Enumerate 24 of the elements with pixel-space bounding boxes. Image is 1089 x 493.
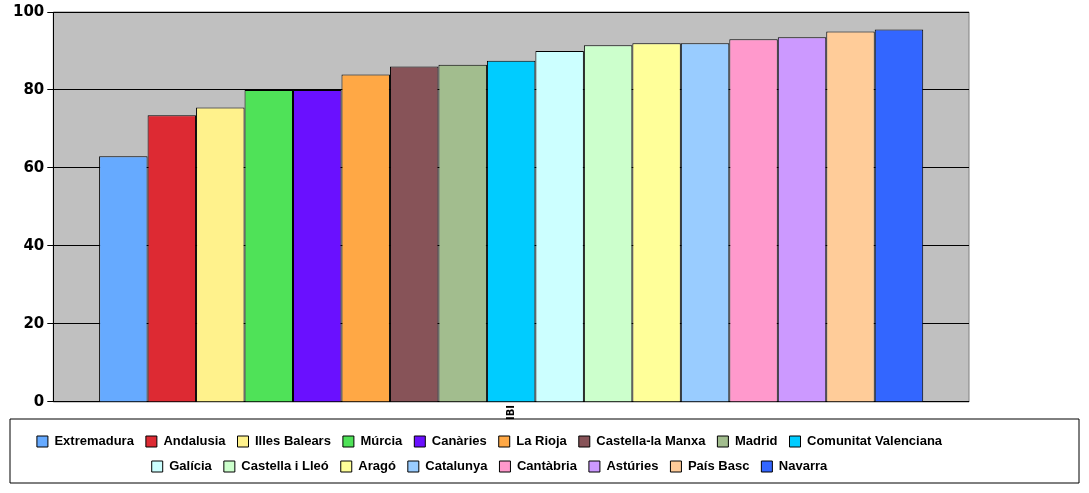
legend-label: La Rioja bbox=[516, 433, 568, 449]
legend-label: País Basc bbox=[687, 458, 750, 474]
legend-label: Extremadura bbox=[54, 433, 135, 449]
legend-label: Comunitat Valenciana bbox=[807, 433, 943, 449]
legend-label: Canàries bbox=[431, 433, 487, 449]
legend-label: Navarra bbox=[778, 458, 829, 474]
legend-label: Castella i Lleó bbox=[241, 458, 329, 474]
legend-label: Andalusia bbox=[163, 433, 227, 449]
y-tick-label: 40 bbox=[23, 235, 45, 254]
x-tick-label: IBI bbox=[504, 404, 516, 421]
y-tick-label: 0 bbox=[33, 391, 45, 410]
legend-label: Catalunya bbox=[425, 458, 489, 474]
legend-label: Madrid bbox=[734, 433, 778, 449]
y-tick-label: 100 bbox=[13, 1, 45, 20]
legend-label: Múrcia bbox=[360, 433, 404, 449]
legend-label: Galícia bbox=[169, 458, 213, 474]
y-tick-label: 60 bbox=[23, 157, 45, 176]
legend-label: Cantàbria bbox=[516, 458, 578, 474]
y-tick-label: 80 bbox=[23, 79, 45, 98]
y-tick-label: 20 bbox=[23, 313, 45, 332]
legend-label: Illes Balears bbox=[255, 433, 331, 449]
legend-label: Aragó bbox=[358, 458, 396, 474]
legend-label: Astúries bbox=[606, 458, 659, 474]
legend-label: Castella-la Manxa bbox=[596, 433, 707, 449]
